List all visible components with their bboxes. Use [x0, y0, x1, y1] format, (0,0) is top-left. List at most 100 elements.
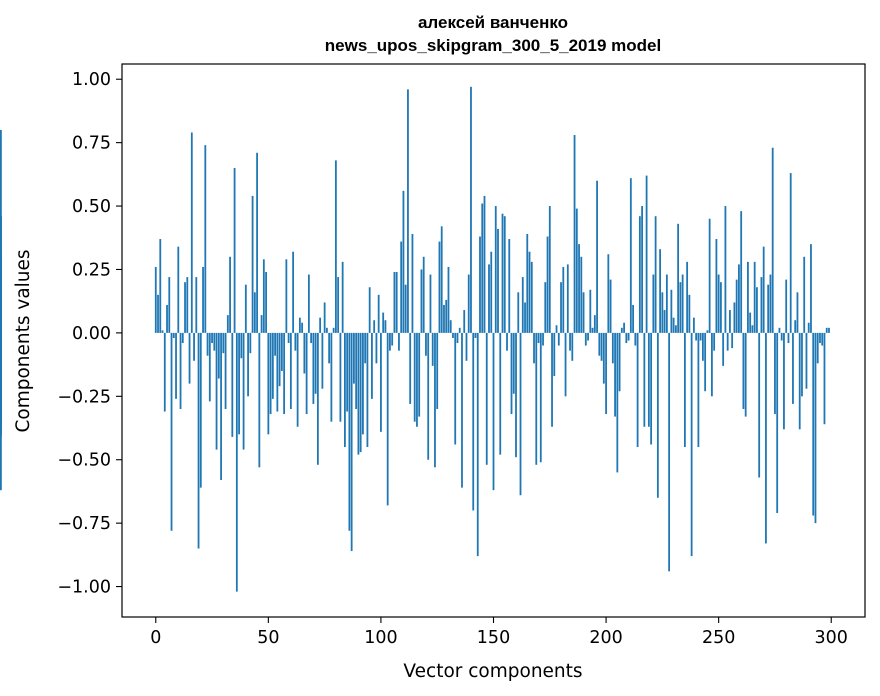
- bar-102: [384, 320, 387, 333]
- bar-22: [204, 145, 207, 333]
- bar-120: [425, 332, 427, 356]
- bar-216: [641, 206, 643, 333]
- bar-108: [398, 332, 400, 351]
- bar-47: [260, 315, 263, 333]
- bar-271: [765, 332, 767, 544]
- bar-191: [584, 332, 587, 346]
- bar-244: [704, 332, 707, 392]
- bar-224: [659, 249, 662, 333]
- x-tick-label-50: 50: [257, 628, 279, 648]
- bar-5: [166, 304, 168, 333]
- chart-title: алексей ванченко: [418, 13, 568, 32]
- bar-24: [208, 332, 211, 402]
- bar-177: [553, 332, 556, 377]
- bar-50: [267, 332, 270, 435]
- bar-246: [708, 218, 711, 333]
- bar-241: [697, 332, 700, 448]
- bar-239: [692, 317, 695, 333]
- bar-63: [296, 332, 299, 427]
- bar-290: [807, 322, 810, 333]
- bar-220: [650, 332, 653, 445]
- bar-30: [222, 332, 225, 354]
- bar-undefined: [0, 332, 2, 366]
- bar-21: [202, 266, 204, 333]
- bar-11: [179, 332, 182, 409]
- bar-157: [508, 239, 511, 333]
- bar-221: [652, 274, 655, 333]
- bar-58: [285, 259, 288, 333]
- bar-252: [722, 332, 725, 366]
- bar-284: [794, 320, 797, 333]
- bar-211: [629, 178, 632, 333]
- bar-113: [409, 332, 412, 404]
- bar-180: [560, 282, 562, 333]
- bar-131: [449, 320, 452, 333]
- bar-149: [490, 251, 493, 333]
- bar-263: [747, 261, 749, 333]
- bar-8: [172, 332, 175, 338]
- bar-291: [810, 244, 812, 333]
- bar-136: [461, 332, 463, 488]
- bar-59: [287, 332, 290, 344]
- bar-281: [787, 332, 790, 344]
- bar-292: [812, 332, 815, 516]
- bar-41: [247, 332, 249, 397]
- bar-257: [733, 302, 736, 333]
- bar-71: [314, 332, 317, 394]
- bar-125: [436, 332, 439, 409]
- bar-42: [249, 332, 252, 354]
- bar-185: [571, 332, 574, 361]
- x-tick-label-300: 300: [815, 628, 848, 648]
- bar-3: [161, 330, 164, 333]
- bar-159: [512, 332, 515, 394]
- bar-37: [238, 332, 240, 435]
- bar-18: [195, 277, 198, 333]
- bar-83: [341, 261, 344, 333]
- bar-276: [776, 332, 779, 513]
- bar-190: [582, 292, 585, 333]
- bar-255: [729, 310, 731, 333]
- bar-256: [731, 332, 734, 349]
- bar-213: [634, 332, 637, 346]
- bar-175: [548, 206, 551, 333]
- bar-184: [569, 332, 571, 351]
- bar-218: [645, 175, 648, 333]
- bar-7: [170, 332, 173, 531]
- bar-138: [465, 332, 468, 361]
- bar-209: [625, 332, 628, 344]
- bar-112: [407, 89, 409, 333]
- x-tick-label-0: 0: [150, 628, 161, 648]
- bar-39: [242, 332, 245, 450]
- bar-53: [274, 332, 276, 356]
- bar-115: [413, 332, 416, 422]
- bar-204: [614, 332, 616, 417]
- bar-106: [393, 272, 396, 333]
- bar-86: [348, 332, 351, 531]
- bar-52: [271, 332, 274, 399]
- bar-203: [611, 332, 614, 364]
- bar-135: [458, 327, 461, 333]
- y-tick-label-5: −0.25: [57, 387, 111, 407]
- bar-119: [422, 256, 425, 333]
- bar-74: [321, 332, 324, 389]
- bar-223: [656, 332, 659, 498]
- bar-20: [199, 332, 202, 488]
- bar-193: [589, 289, 592, 333]
- bar-124: [434, 332, 436, 468]
- bar-279: [783, 332, 785, 430]
- bar-27: [215, 332, 218, 450]
- bar-140: [470, 86, 472, 333]
- bar-270: [762, 246, 765, 333]
- bar-34: [231, 332, 234, 437]
- bar-103: [386, 332, 389, 506]
- bar-100: [380, 332, 382, 432]
- bar-82: [339, 332, 342, 422]
- bar-155: [503, 216, 506, 333]
- bar-168: [533, 332, 535, 364]
- bar-274: [771, 147, 774, 333]
- bar-166: [528, 251, 531, 333]
- bar-156: [506, 332, 508, 351]
- bar-264: [749, 312, 752, 333]
- bar-232: [677, 223, 680, 333]
